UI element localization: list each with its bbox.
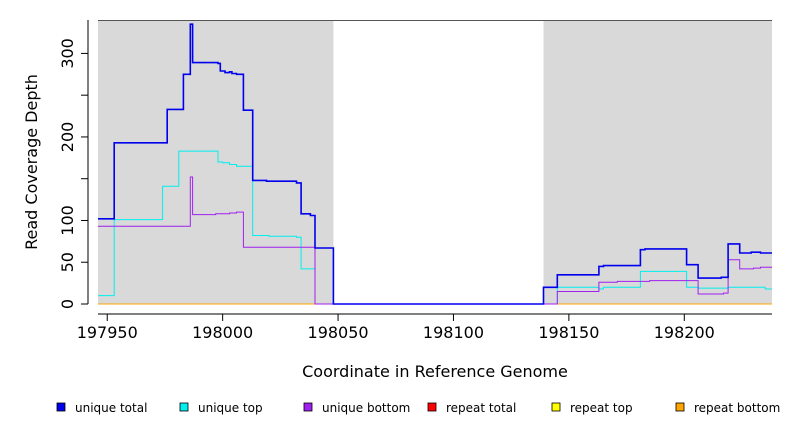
series-unique-total — [98, 23, 772, 305]
shaded-regions — [98, 20, 772, 304]
x-tick-label: 198050 — [308, 323, 369, 342]
legend-label-unique-bottom: unique bottom — [322, 401, 410, 415]
legend-label-unique-top: unique top — [198, 401, 263, 415]
x-tick-label: 198000 — [192, 323, 253, 342]
legend-swatch-unique-total — [56, 402, 66, 412]
shaded-region-2 — [543, 20, 772, 304]
x-axis: 197950 198000 198050 198100 198150 198200 — [77, 313, 772, 342]
legend-label-repeat-bottom: repeat bottom — [694, 401, 780, 415]
legend-swatch-unique-top — [179, 402, 189, 412]
x-axis-title: Coordinate in Reference Genome — [302, 362, 568, 381]
x-tick-label: 198150 — [538, 323, 599, 342]
x-tick-label: 198200 — [654, 323, 715, 342]
legend-swatch-unique-bottom — [303, 402, 313, 412]
plot-area — [98, 20, 772, 305]
legend: unique total unique top unique bottom repea… — [56, 401, 780, 415]
x-tick-label: 197950 — [77, 323, 138, 342]
legend-label-repeat-total: repeat total — [446, 401, 516, 415]
y-tick-label: 50 — [58, 252, 77, 272]
legend-swatch-repeat-bottom — [675, 402, 685, 412]
legend-label-repeat-top: repeat top — [570, 401, 633, 415]
series-unique-top — [98, 150, 772, 305]
legend-label-unique-total: unique total — [75, 401, 147, 415]
legend-swatch-repeat-total — [427, 402, 437, 412]
y-tick-label: 100 — [58, 205, 77, 236]
legend-swatch-repeat-top — [551, 402, 561, 412]
series-lines — [98, 23, 772, 305]
y-axis-title: Read Coverage Depth — [22, 74, 41, 250]
y-tick-label: 300 — [58, 38, 77, 69]
y-tick-label: 0 — [58, 299, 77, 309]
y-axis: 0 50 100 200 300 — [58, 20, 89, 309]
shaded-region-1 — [98, 20, 334, 304]
series-unique-bottom — [98, 176, 772, 305]
x-tick-label: 198100 — [423, 323, 484, 342]
y-tick-label: 200 — [58, 122, 77, 153]
